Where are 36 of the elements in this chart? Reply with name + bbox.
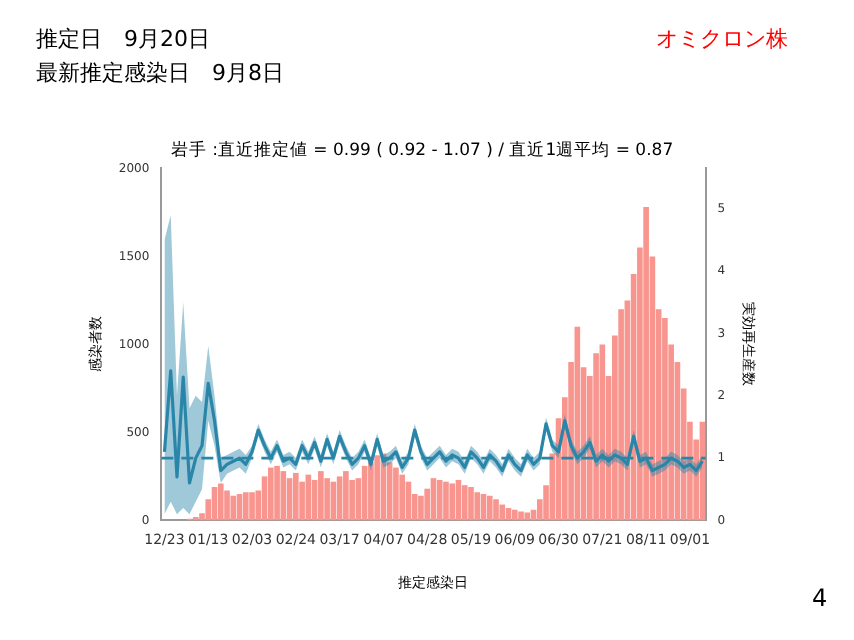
bar — [217, 483, 224, 521]
text: 推定日 9月20日 — [36, 24, 210, 54]
bar — [224, 490, 230, 521]
bar — [268, 467, 274, 521]
bar — [293, 472, 299, 521]
bar — [468, 486, 474, 521]
text: 4 — [812, 584, 828, 612]
bar — [499, 504, 506, 521]
text: 最新推定感染日 9月8日 — [36, 58, 284, 88]
bar — [418, 495, 424, 521]
bar — [349, 479, 355, 521]
bar — [242, 492, 249, 521]
bar — [486, 495, 493, 521]
bar — [399, 474, 405, 521]
chart-title: 岩手 :直近推定値 = 0.99 ( 0.92 - 1.07 ) / 直近1週平均 = 0.87 — [170, 138, 674, 161]
text: オミクロン株 — [656, 24, 788, 54]
bar — [299, 481, 305, 521]
bar — [493, 499, 499, 521]
bar — [249, 492, 255, 521]
bar — [318, 471, 324, 521]
bar — [274, 465, 280, 521]
bar — [524, 512, 531, 521]
bar — [324, 478, 330, 521]
bar — [374, 455, 380, 521]
bar — [393, 467, 399, 521]
bar — [518, 511, 524, 521]
bar — [461, 485, 468, 521]
bar — [449, 483, 456, 521]
bar — [436, 479, 443, 521]
bar — [643, 207, 649, 521]
bar — [443, 481, 449, 521]
bar — [511, 509, 518, 521]
bar — [474, 492, 481, 521]
bar — [368, 462, 374, 521]
bar — [230, 495, 237, 521]
bar — [343, 471, 349, 521]
